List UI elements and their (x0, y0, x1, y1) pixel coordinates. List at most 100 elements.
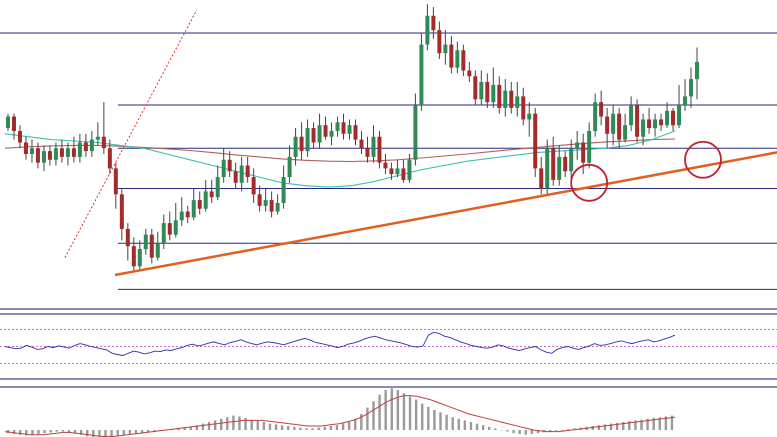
candle-body (635, 105, 640, 137)
candle-body (629, 105, 634, 126)
macd-indicator-pane (0, 386, 777, 437)
macd-histogram-bar (591, 426, 594, 430)
macd-histogram-bar (220, 418, 223, 430)
candle-body (29, 148, 34, 154)
macd-histogram-bar (73, 430, 77, 434)
macd-histogram-bar (201, 423, 205, 430)
macd-histogram-bar (19, 430, 22, 435)
candle-body (131, 246, 136, 267)
candle-body (167, 223, 172, 235)
macd-histogram-bar (597, 425, 601, 430)
macd-histogram-bar (98, 430, 101, 437)
candle-body (149, 234, 154, 258)
candle-body (557, 156, 562, 180)
macd-histogram-bar (122, 430, 125, 436)
candle-body (419, 44, 424, 106)
macd-histogram-bar (561, 430, 564, 431)
candle-body (461, 50, 466, 71)
candle-body (215, 177, 220, 198)
candle-body (575, 142, 580, 149)
macd-histogram-bar (445, 414, 448, 430)
candle-body (671, 110, 676, 126)
candle-body (53, 148, 58, 160)
macd-histogram-bar (232, 415, 235, 430)
macd-histogram-bar (670, 415, 674, 430)
macd-histogram-bar (347, 422, 351, 430)
macd-histogram-bar (427, 406, 430, 430)
candle-body (695, 61, 700, 80)
price-chart-pane (0, 4, 777, 310)
candle-body (395, 168, 400, 175)
macd-histogram-bar (512, 430, 515, 434)
candle-body (545, 148, 550, 189)
macd-histogram-bar (43, 430, 46, 434)
candle-body (431, 15, 436, 31)
macd-histogram-bar (615, 422, 619, 430)
candle-body (659, 119, 664, 126)
candle-body (329, 130, 334, 137)
candle-body (245, 165, 250, 178)
candle-body (263, 200, 268, 206)
candle-body (203, 191, 208, 209)
macd-histogram-bar (317, 427, 320, 430)
candle-body (377, 136, 382, 163)
candle-body (335, 122, 340, 131)
candle-body (293, 136, 298, 157)
candle-body (269, 200, 274, 212)
macd-histogram-bar (37, 430, 40, 434)
candle-body (197, 200, 202, 209)
candle-body (209, 191, 214, 198)
macd-histogram-bar (524, 430, 527, 435)
macd-histogram-bar (341, 423, 345, 430)
candle-body (359, 139, 364, 149)
candle-body (515, 96, 520, 108)
candle-body (683, 96, 688, 106)
candle-body (287, 156, 292, 178)
macd-histogram-bar (628, 421, 631, 430)
candle-body (65, 148, 70, 157)
macd-histogram-bar (195, 425, 199, 430)
support-trendline (114, 151, 777, 277)
candle-body (17, 130, 22, 143)
macd-histogram-bar (323, 426, 326, 430)
candle-body (467, 70, 472, 77)
macd-histogram-bar (469, 422, 473, 430)
candle-body (317, 125, 322, 143)
candle-body (77, 142, 82, 157)
candle-body (581, 142, 586, 163)
macd-histogram-bar (305, 428, 308, 430)
candle-body (11, 116, 16, 131)
macd-histogram-bar (213, 420, 217, 430)
macd-histogram-bar (603, 424, 607, 430)
macd-histogram-bar (396, 390, 400, 430)
candle-body (539, 168, 544, 189)
macd-signal-line (4, 395, 676, 437)
candle-body (665, 110, 670, 126)
candle-body (113, 168, 118, 195)
macd-histogram-bar (86, 430, 89, 437)
candle-body (305, 128, 310, 152)
macd-histogram-bar (421, 403, 424, 430)
macd-histogram-bar (372, 401, 375, 430)
macd-histogram-bar (49, 430, 52, 433)
candle-body (647, 119, 652, 129)
candle-body (275, 202, 280, 212)
macd-histogram-bar (207, 422, 211, 430)
macd-histogram-bar (555, 430, 558, 431)
macd-histogram-bar (12, 430, 16, 434)
candle-body (503, 90, 508, 108)
macd-histogram-bar (622, 422, 625, 430)
macd-histogram-bar (268, 423, 272, 430)
macd-histogram-bar (402, 393, 406, 430)
candle-body (401, 168, 406, 180)
candle-body (23, 142, 28, 154)
candle-body (101, 136, 106, 149)
candle-body (251, 177, 256, 195)
candle-body (689, 79, 694, 97)
candle-body (509, 90, 514, 108)
macd-histogram-bar (609, 423, 613, 430)
macd-histogram-bar (92, 430, 95, 437)
macd-histogram-bar (506, 430, 509, 432)
macd-histogram-bar (250, 419, 253, 430)
candle-body (299, 136, 304, 152)
